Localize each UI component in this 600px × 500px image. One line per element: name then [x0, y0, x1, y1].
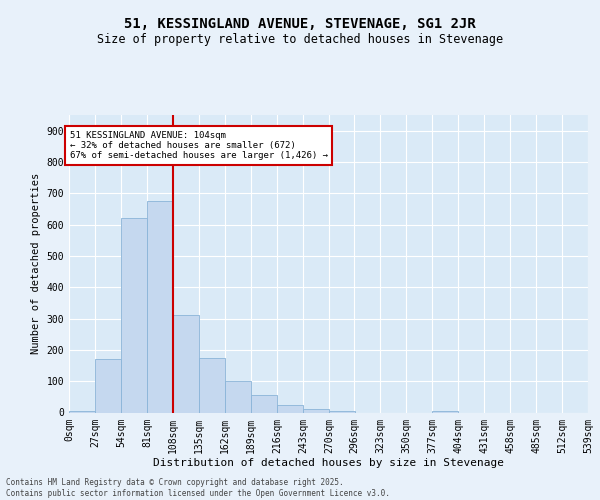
Text: Size of property relative to detached houses in Stevenage: Size of property relative to detached ho…	[97, 32, 503, 46]
Bar	[225, 381, 251, 412]
Bar	[69, 411, 95, 412]
Bar	[303, 410, 329, 412]
Bar	[329, 411, 355, 412]
Bar	[277, 404, 303, 412]
Bar	[432, 411, 458, 412]
Bar	[95, 360, 121, 412]
Y-axis label: Number of detached properties: Number of detached properties	[31, 173, 41, 354]
Bar	[251, 396, 277, 412]
Bar	[121, 218, 147, 412]
Bar	[147, 201, 173, 412]
Text: 51 KESSINGLAND AVENUE: 104sqm
← 32% of detached houses are smaller (672)
67% of : 51 KESSINGLAND AVENUE: 104sqm ← 32% of d…	[70, 130, 328, 160]
Text: Contains HM Land Registry data © Crown copyright and database right 2025.
Contai: Contains HM Land Registry data © Crown c…	[6, 478, 390, 498]
Bar	[173, 316, 199, 412]
X-axis label: Distribution of detached houses by size in Stevenage: Distribution of detached houses by size …	[153, 458, 504, 468]
Text: 51, KESSINGLAND AVENUE, STEVENAGE, SG1 2JR: 51, KESSINGLAND AVENUE, STEVENAGE, SG1 2…	[124, 18, 476, 32]
Bar	[199, 358, 225, 412]
